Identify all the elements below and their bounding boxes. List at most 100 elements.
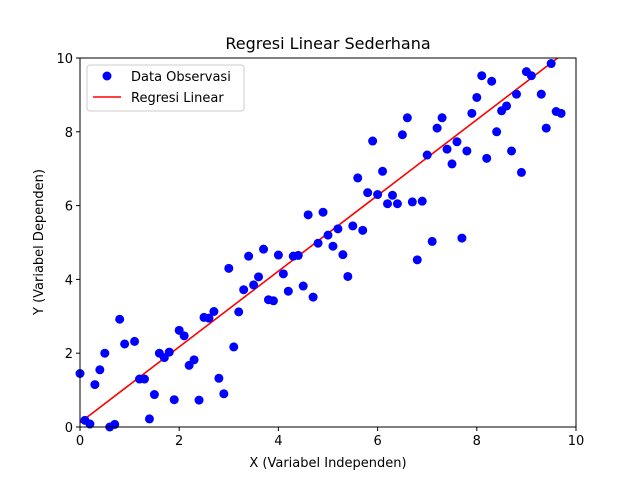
chart-title: Regresi Linear Sederhana: [225, 34, 430, 53]
data-point: [387, 190, 397, 200]
data-point: [502, 101, 512, 111]
data-point: [244, 251, 254, 261]
data-point: [303, 210, 313, 220]
data-point: [283, 286, 293, 296]
data-point: [392, 199, 402, 209]
data-point: [149, 390, 159, 400]
data-point: [338, 250, 348, 260]
x-tick-label: 10: [568, 434, 585, 449]
y-tick-label: 10: [56, 52, 73, 67]
y-tick-label: 6: [65, 200, 73, 215]
data-point: [407, 197, 417, 207]
data-point: [358, 225, 368, 235]
data-point: [516, 167, 526, 177]
x-axis-label: X (Variabel Independen): [249, 456, 406, 471]
data-point: [328, 241, 338, 251]
data-point: [333, 224, 343, 234]
y-tick-label: 2: [65, 347, 73, 362]
legend-label-regresi-linear: Regresi Linear: [131, 91, 224, 106]
x-axis: 0 2 4 6 8 10: [76, 427, 584, 449]
data-point: [437, 113, 447, 123]
data-point: [318, 207, 328, 217]
data-point: [457, 233, 467, 243]
y-tick-label: 0: [65, 421, 73, 436]
data-point: [278, 269, 288, 279]
data-point: [115, 314, 125, 324]
data-point: [507, 146, 517, 156]
legend-label-data-observasi: Data Observasi: [131, 70, 231, 85]
data-point: [467, 108, 477, 118]
data-point: [373, 190, 383, 200]
data-point: [85, 419, 95, 429]
data-point: [348, 221, 358, 231]
data-point: [368, 136, 378, 146]
data-point: [194, 395, 204, 405]
data-point: [268, 296, 278, 306]
data-point: [487, 76, 497, 86]
data-point: [249, 280, 259, 290]
data-point: [164, 347, 174, 357]
y-axis: 0 2 4 6 8 10: [56, 52, 80, 436]
data-point: [209, 307, 219, 317]
data-point: [556, 108, 566, 118]
data-point: [144, 414, 154, 424]
data-point: [90, 380, 100, 390]
data-point: [110, 419, 120, 429]
data-point: [100, 348, 110, 358]
data-point: [427, 236, 437, 246]
legend-marker-data-observasi: [102, 71, 112, 81]
data-point: [204, 313, 214, 323]
data-point: [259, 244, 269, 254]
data-point: [273, 250, 283, 260]
data-point: [397, 130, 407, 140]
data-point: [417, 196, 427, 206]
data-point: [169, 395, 179, 405]
data-point: [313, 238, 323, 248]
legend-box: [86, 64, 245, 112]
data-point: [536, 89, 546, 99]
data-point: [422, 150, 432, 160]
data-point: [363, 188, 373, 198]
data-point: [511, 89, 521, 99]
data-point: [219, 389, 229, 399]
y-tick-label: 4: [65, 273, 73, 288]
data-point: [239, 285, 249, 295]
data-point: [378, 166, 388, 176]
data-point: [298, 281, 308, 291]
data-point: [139, 374, 149, 384]
data-point: [254, 272, 264, 282]
plot-area: [75, 58, 566, 432]
y-axis-label: Y (Variabel Dependen): [32, 169, 47, 316]
data-point: [214, 373, 224, 383]
data-point: [452, 137, 462, 147]
data-points-layer: [75, 59, 566, 432]
data-point: [224, 263, 234, 273]
data-point: [95, 365, 105, 375]
data-point: [353, 173, 363, 183]
x-tick-label: 4: [274, 434, 282, 449]
data-point: [412, 255, 422, 265]
y-tick-label: 8: [65, 126, 73, 141]
data-point: [402, 113, 412, 123]
data-point: [447, 159, 457, 169]
x-tick-label: 6: [373, 434, 381, 449]
x-tick-label: 2: [175, 434, 183, 449]
data-point: [120, 339, 130, 349]
data-point: [492, 127, 502, 137]
data-point: [482, 153, 492, 163]
data-point: [234, 307, 244, 317]
plot-frame: [79, 57, 577, 428]
data-point: [189, 355, 199, 365]
data-point: [308, 292, 318, 302]
data-point: [541, 123, 551, 133]
data-point: [477, 71, 487, 81]
data-point: [179, 331, 189, 341]
data-point: [462, 146, 472, 156]
data-point: [323, 230, 333, 240]
x-tick-label: 8: [473, 434, 481, 449]
data-point: [383, 199, 393, 209]
data-point: [546, 59, 556, 69]
data-point: [472, 92, 482, 102]
data-point: [229, 342, 239, 352]
